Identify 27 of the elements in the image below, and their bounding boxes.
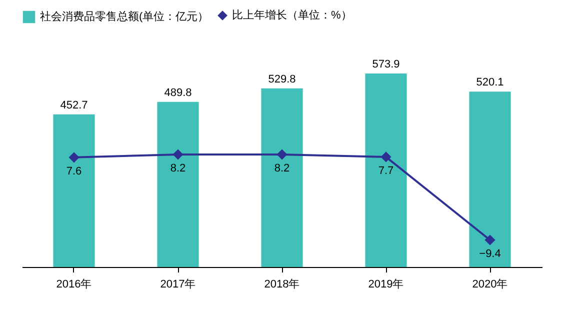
legend-label: 比上年增长（单位：%） xyxy=(232,8,352,22)
data-label: 8.2 xyxy=(170,162,186,174)
point xyxy=(277,150,287,160)
data-label: 452.7 xyxy=(60,99,88,112)
legend-label: 社会消费品零售总额(单位：亿元） xyxy=(40,10,209,23)
data-label: 520.1 xyxy=(476,76,504,89)
bar xyxy=(157,102,199,267)
point xyxy=(381,152,391,162)
x-tick-label: 2020年 xyxy=(472,278,508,290)
data-label: 7.7 xyxy=(378,164,394,177)
bar xyxy=(469,92,511,267)
x-tick-label: 2019年 xyxy=(368,278,404,290)
bar xyxy=(53,114,95,267)
x-tick-label: 2018年 xyxy=(264,278,300,290)
data-label: 489.8 xyxy=(164,86,192,99)
data-label: 573.9 xyxy=(372,58,400,70)
x-tick-label: 2017年 xyxy=(160,278,196,290)
bar xyxy=(261,88,303,267)
data-label: 8.2 xyxy=(274,162,290,174)
point xyxy=(485,235,495,245)
data-label: −9.4 xyxy=(479,248,501,260)
point xyxy=(173,150,183,160)
data-label: 7.6 xyxy=(66,165,82,178)
point xyxy=(69,152,79,162)
data-label: 529.8 xyxy=(268,73,296,86)
x-tick-label: 2016年 xyxy=(56,278,92,290)
bar xyxy=(365,74,407,267)
